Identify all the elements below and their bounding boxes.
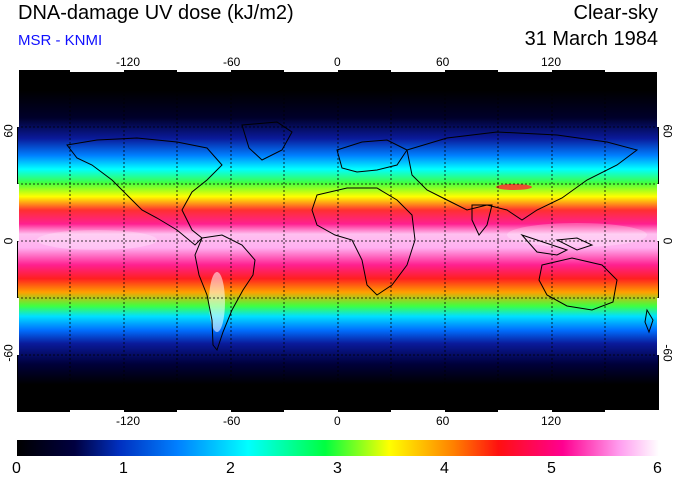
coastlines: [66, 121, 654, 352]
colorbar-tick: 2: [226, 460, 235, 477]
lon-tick-bottom: 120: [541, 414, 562, 428]
gridlines: [17, 70, 659, 412]
lat-tick-left: -60: [1, 344, 16, 362]
lon-tick-bottom: 60: [436, 414, 450, 428]
pacific-highlight: [37, 230, 157, 250]
colorbar: [17, 440, 659, 456]
colorbar-tick: 6: [653, 460, 662, 477]
lat-tick-right: 60: [660, 124, 675, 138]
colorbar-tick: 0: [12, 460, 21, 477]
map-svg: [17, 70, 659, 412]
colorbar-tick: 1: [119, 460, 128, 477]
chart-title: DNA-damage UV dose (kJ/m2): [18, 2, 294, 24]
lat-tick-left: 0: [1, 237, 16, 245]
lon-tick-top: 0: [334, 55, 341, 69]
colorbar-gradient: [17, 440, 659, 456]
lat-tick-right: 0: [660, 237, 675, 245]
lon-tick-top: -120: [116, 55, 141, 69]
lat-tick-left: 60: [1, 124, 16, 138]
lon-tick-top: -60: [223, 55, 241, 69]
credit-label: MSR - KNMI: [18, 32, 103, 49]
lon-tick-top: 120: [541, 55, 562, 69]
andes-highlight: [209, 272, 225, 332]
lon-tick-bottom: 0: [334, 414, 341, 428]
colorbar-tick: 5: [547, 460, 556, 477]
date-label: 31 March 1984: [524, 28, 658, 50]
lon-tick-bottom: -60: [223, 414, 241, 428]
colorbar-tick: 4: [440, 460, 449, 477]
sky-condition-label: Clear-sky: [573, 2, 658, 24]
lat-tick-right: -60: [660, 344, 675, 362]
colorbar-svg: [17, 440, 659, 456]
lon-tick-bottom: -120: [116, 414, 141, 428]
lon-tick-top: 60: [436, 55, 450, 69]
frame-ticks: [17, 70, 659, 412]
tibet-highlight: [496, 184, 532, 190]
uv-dose-map: [17, 70, 659, 412]
colorbar-tick: 3: [333, 460, 342, 477]
west-pacific-highlight: [507, 223, 647, 247]
